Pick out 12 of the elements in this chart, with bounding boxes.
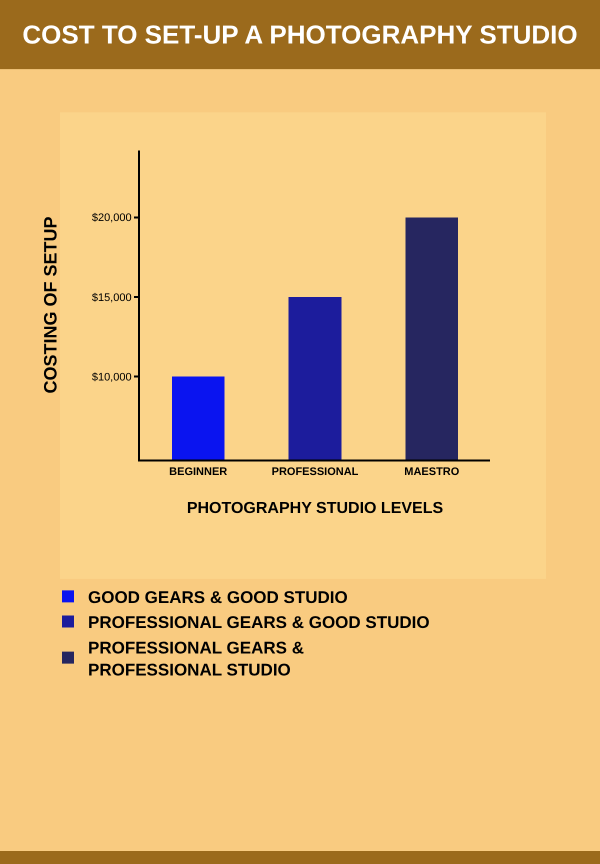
legend-label: PROFESSIONAL GEARS & PROFESSIONAL STUDIO	[88, 638, 304, 680]
x-axis-title: PHOTOGRAPHY STUDIO LEVELS	[186, 500, 444, 518]
y-tick-label: $10,000	[92, 372, 132, 384]
y-tick-label: $15,000	[92, 292, 132, 304]
legend-label: PROFESSIONAL GEARS & GOOD STUDIO	[88, 613, 430, 632]
x-tick-label: BEGINNER	[169, 466, 228, 478]
x-tick-label: PROFESSIONAL	[272, 466, 359, 478]
y-tick-label: $20,000	[92, 212, 132, 224]
chart-title: COST TO SET-UP A PHOTOGRAPHY STUDIO	[22, 20, 578, 50]
y-axis-title: COSTING OF SETUP	[40, 216, 61, 394]
x-tick-label: MAESTRO	[404, 466, 460, 478]
legend-label: GOOD GEARS & GOOD STUDIO	[88, 588, 348, 608]
